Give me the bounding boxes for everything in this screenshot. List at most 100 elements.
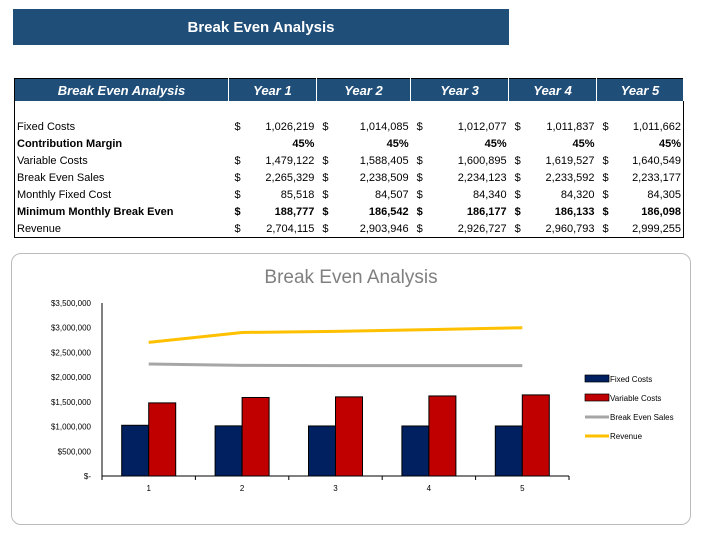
row-label: Minimum Monthly Break Even — [17, 205, 174, 218]
cell-value: 186,098 — [641, 205, 681, 218]
column-header-year-1: Year 1 — [228, 78, 317, 101]
legend-label: Revenue — [610, 432, 643, 441]
currency-symbol: $ — [602, 222, 609, 235]
table-row: Variable Costs $1,479,122 $1,588,405 $1,600… — [15, 152, 684, 169]
currency-symbol: $ — [602, 205, 609, 218]
column-header-year-3: Year 3 — [410, 78, 510, 101]
cell-value: 2,265,329 — [265, 171, 315, 184]
currency-symbol: $ — [602, 171, 609, 184]
cell-value: 45% — [484, 137, 507, 150]
cell-value: 1,014,085 — [359, 120, 409, 133]
table-row: Revenue $2,704,115 $2,903,946 $2,926,727 $2,… — [15, 220, 684, 238]
table-row: Fixed Costs $1,026,219 $1,014,085 $1,012,07… — [15, 118, 684, 135]
cell-value: 2,960,793 — [545, 222, 595, 235]
legend-label: Break Even Sales — [610, 413, 674, 422]
cell-value: 2,233,592 — [545, 171, 595, 184]
bar-fixed-costs — [121, 424, 150, 477]
currency-symbol — [411, 135, 433, 152]
legend-label: Variable Costs — [610, 394, 661, 403]
column-header-year-5: Year 5 — [596, 78, 685, 101]
currency-symbol: $ — [416, 205, 423, 218]
cell-value: 2,926,727 — [457, 222, 507, 235]
y-tick-label: $2,500,000 — [51, 348, 92, 357]
legend-swatch — [584, 393, 610, 402]
x-tick-label: 3 — [333, 484, 338, 493]
currency-symbol: $ — [234, 154, 241, 167]
column-header-year-4: Year 4 — [508, 78, 597, 101]
currency-symbol: $ — [322, 120, 329, 133]
table-row: Break Even Sales $2,265,329 $2,238,509 $2,2… — [15, 169, 684, 186]
cell-value: 1,479,122 — [265, 154, 315, 167]
bar-fixed-costs — [401, 425, 430, 477]
cell-value: 2,999,255 — [632, 222, 681, 235]
row-label: Fixed Costs — [17, 120, 76, 133]
currency-symbol: $ — [602, 154, 609, 167]
y-tick-label: $3,500,000 — [51, 299, 92, 308]
currency-symbol: $ — [322, 154, 329, 167]
currency-symbol: $ — [322, 188, 329, 201]
currency-symbol — [316, 135, 338, 152]
y-tick-label: $2,000,000 — [51, 373, 92, 382]
cell-value: 84,320 — [560, 188, 595, 201]
row-label: Revenue — [17, 222, 62, 235]
chart-title: Break Even Analysis — [264, 267, 437, 288]
cell-value: 1,600,895 — [457, 154, 507, 167]
cell-value: 2,234,123 — [457, 171, 507, 184]
currency-symbol: $ — [602, 188, 609, 201]
cell-value: 45% — [386, 137, 409, 150]
row-label: Contribution Margin — [17, 137, 123, 150]
currency-symbol: $ — [602, 120, 609, 133]
cell-value: 186,177 — [466, 205, 507, 218]
chart-svg: Break Even Analysis $- $500,000 $1,000,000 $… — [51, 267, 674, 493]
bar-fixed-costs — [494, 425, 523, 477]
currency-symbol: $ — [234, 171, 241, 184]
currency-symbol: $ — [514, 120, 521, 133]
cell-value: 2,903,946 — [359, 222, 409, 235]
x-tick-label: 4 — [427, 484, 432, 493]
currency-symbol: $ — [514, 205, 521, 218]
cell-value: 186,542 — [368, 205, 409, 218]
currency-symbol: $ — [234, 188, 241, 201]
column-header-year-2: Year 2 — [316, 78, 412, 101]
cell-value: 45% — [292, 137, 315, 150]
y-tick-label: $3,000,000 — [51, 324, 92, 333]
x-tick-label: 5 — [520, 484, 525, 493]
y-tick-label: $- — [84, 472, 91, 481]
break-even-table: Break Even Analysis Year 1 Year 2 Year 3 Yea… — [14, 78, 685, 238]
currency-symbol: $ — [416, 188, 423, 201]
cell-value: 84,340 — [472, 188, 507, 201]
currency-symbol — [596, 135, 618, 152]
cell-value: 84,305 — [647, 188, 681, 201]
spacer-row — [15, 101, 684, 118]
legend-swatch — [584, 374, 610, 383]
page-banner-title: Break Even Analysis — [13, 9, 509, 45]
currency-symbol: $ — [514, 154, 521, 167]
row-label: Variable Costs — [17, 154, 88, 167]
currency-symbol: $ — [514, 171, 521, 184]
cell-value: 2,704,115 — [266, 222, 315, 235]
currency-symbol: $ — [234, 205, 241, 218]
cell-value: 1,619,527 — [545, 154, 595, 167]
table-title-header: Break Even Analysis — [14, 78, 229, 101]
x-tick-label: 2 — [240, 484, 245, 493]
bar-variable-costs — [148, 402, 177, 477]
currency-symbol — [509, 135, 531, 152]
cell-value: 1,026,219 — [265, 120, 315, 133]
legend-label: Fixed Costs — [610, 375, 652, 384]
currency-symbol: $ — [514, 222, 521, 235]
cell-value: 186,133 — [554, 205, 595, 218]
y-tick-label: $500,000 — [58, 447, 92, 456]
cell-value: 2,238,509 — [359, 171, 409, 184]
table-row: Minimum Monthly Break Even $188,777 $186,5… — [15, 203, 684, 220]
currency-symbol: $ — [416, 222, 423, 235]
break-even-chart: Break Even Analysis $- $500,000 $1,000,000 $… — [11, 253, 691, 525]
cell-value: 1,640,549 — [632, 154, 681, 167]
currency-symbol: $ — [322, 222, 329, 235]
cell-value: 85,518 — [280, 188, 315, 201]
cell-value: 1,011,662 — [632, 120, 681, 133]
row-label: Break Even Sales — [17, 171, 105, 184]
y-tick-label: $1,000,000 — [51, 423, 92, 432]
currency-symbol: $ — [416, 154, 423, 167]
cell-value: 1,011,837 — [546, 120, 595, 133]
cell-value: 188,777 — [274, 205, 315, 218]
